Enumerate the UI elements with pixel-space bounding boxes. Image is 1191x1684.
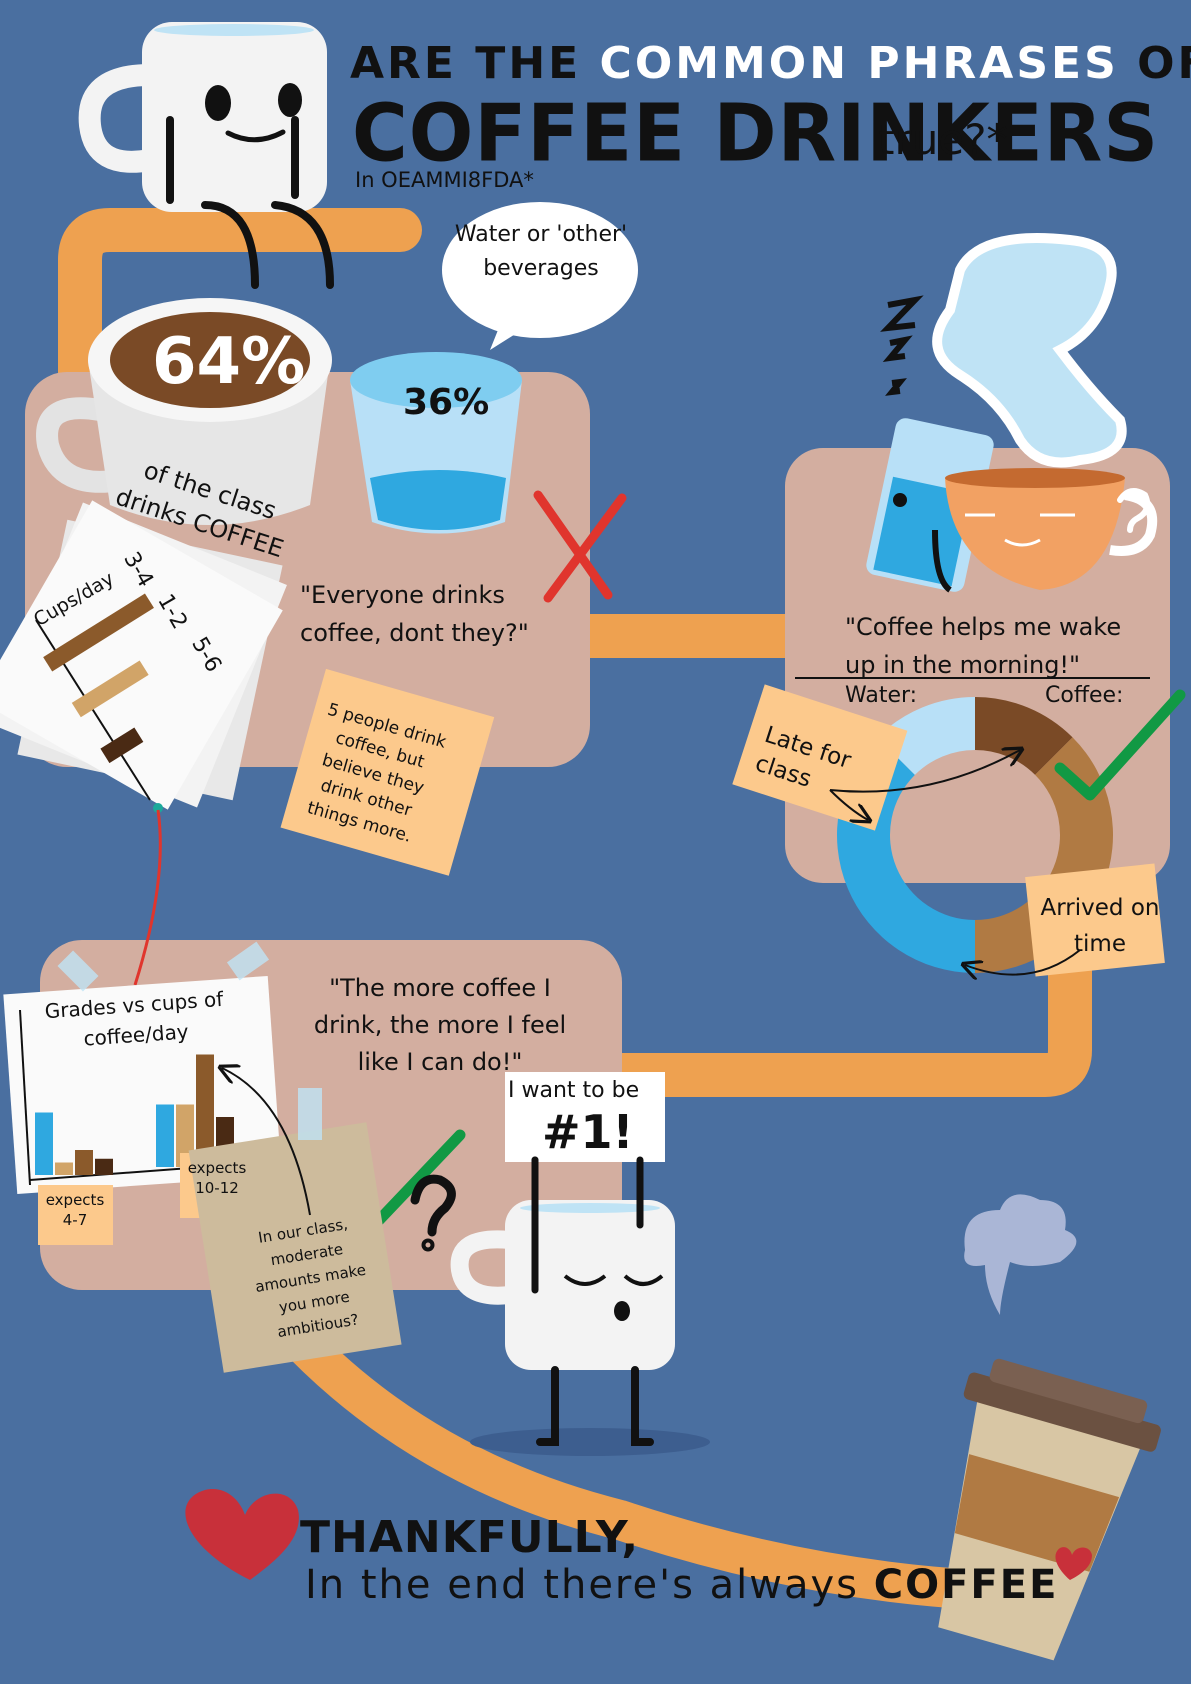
heart-icon-small xyxy=(1055,1547,1092,1580)
ending-line-2: In the end there's always COFFEE xyxy=(305,1562,1059,1608)
sleep-z-icon xyxy=(880,295,924,396)
subtitle: In OEAMMI8FDA* xyxy=(355,168,534,192)
grades-chart-bar xyxy=(156,1104,174,1167)
grades-chart-bar xyxy=(196,1054,214,1167)
cups-chart-bar xyxy=(71,660,149,718)
water-glass-icon xyxy=(350,352,522,534)
phrase-more-coffee: "The more coffee I drink, the more I fee… xyxy=(313,974,567,1076)
sticky-note-five-people xyxy=(280,668,495,876)
sticky-note-late xyxy=(732,684,908,831)
cross-icon xyxy=(533,490,627,603)
donut-label-coffee: Coffee: xyxy=(1045,683,1124,708)
note-arrived-text: Arrived on time xyxy=(1040,895,1160,957)
coffee-percent: 64% xyxy=(152,325,306,399)
water-percent: 36% xyxy=(403,382,490,423)
donut-label-water: Water: xyxy=(845,683,918,708)
sign-line-1: I want to be xyxy=(508,1078,640,1103)
title-line-1: ARE THE COMMON PHRASES OF xyxy=(350,38,1191,89)
sleepy-coffee-cup-icon xyxy=(945,468,1158,590)
note-ambitious-text: In our class, moderate amounts make you … xyxy=(253,1214,368,1342)
question-icon xyxy=(410,1174,456,1252)
donut-slice xyxy=(877,697,975,775)
expects-high-label: expects 10-12 xyxy=(187,1159,247,1197)
sleepy-glass-icon xyxy=(866,418,994,593)
takeaway-cup-icon xyxy=(938,1194,1161,1661)
coffee-cup-icon xyxy=(36,298,332,525)
note-ambitious xyxy=(188,1122,402,1373)
expects-low-label: expects 4-7 xyxy=(45,1191,105,1229)
grades-chart-bar xyxy=(55,1162,73,1175)
title-suffix: true?* xyxy=(878,115,1008,164)
steam-cloud xyxy=(932,233,1127,468)
cups-chart-bar xyxy=(100,727,144,764)
sign-line-2: #1! xyxy=(542,1105,634,1159)
grades-chart-bar xyxy=(35,1112,53,1175)
phrase-everyone: "Everyone drinks coffee, dont they?" xyxy=(300,581,529,647)
speech-bubble xyxy=(442,202,638,350)
sticky-note-expects-low xyxy=(38,1185,113,1245)
title-main: COFFEE DRINKERS xyxy=(352,85,1160,180)
heart-icon xyxy=(185,1489,299,1580)
grades-chart-bars xyxy=(35,1054,234,1175)
check-icon-wake xyxy=(1054,689,1186,801)
speech-bubble-text: Water or 'other' beverages xyxy=(454,222,628,281)
cups-chart-bar xyxy=(43,593,154,672)
ending-line-1: THANKFULLY, xyxy=(300,1512,640,1563)
grades-chart-bar xyxy=(75,1150,93,1175)
mug-mascot-top xyxy=(78,22,334,289)
connector-pipes xyxy=(58,208,1092,1610)
phrase-wake-up: "Coffee helps me wake up in the morning!… xyxy=(845,613,1122,679)
cups-chart-paper xyxy=(0,500,287,810)
sticky-note-arrived xyxy=(1025,863,1165,977)
mug-mascot-sign xyxy=(450,1072,710,1456)
cups-chart-bars xyxy=(43,593,154,764)
grades-chart-bar xyxy=(95,1158,113,1175)
question-icon-wake xyxy=(1117,488,1151,533)
donut-slice xyxy=(975,697,1073,775)
